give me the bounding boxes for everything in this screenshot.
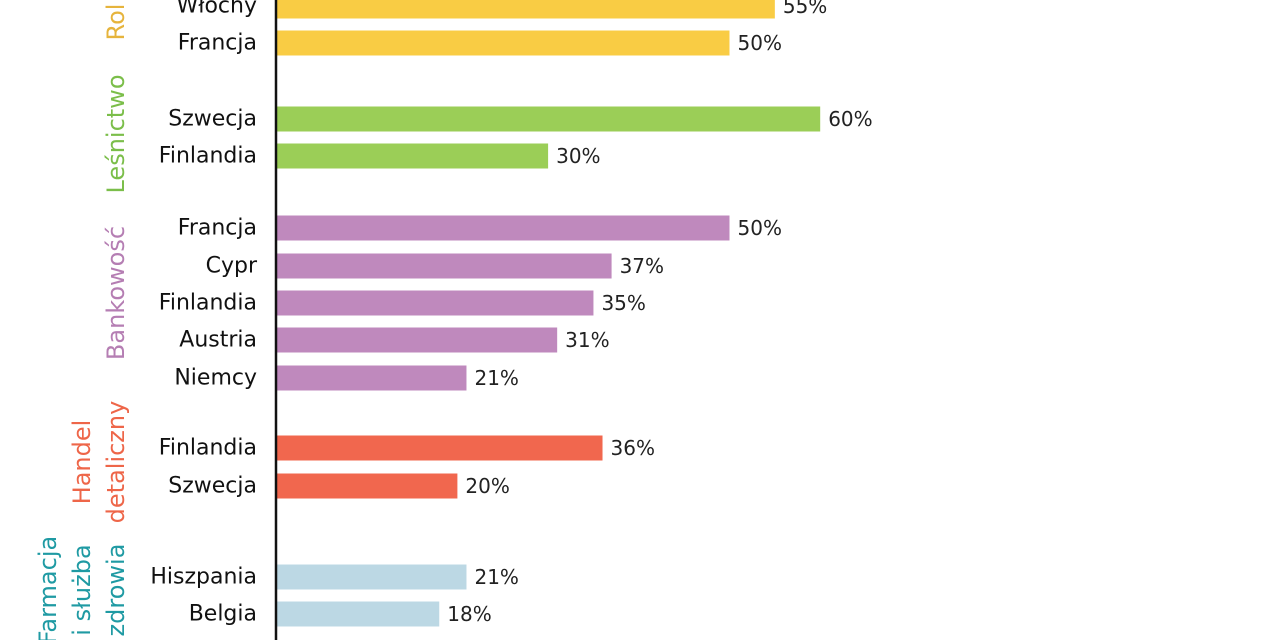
group-label: Farmacja [34, 536, 62, 640]
value-label: 30% [556, 144, 600, 168]
group-label: i służba [68, 544, 96, 635]
value-label: 36% [611, 436, 655, 460]
group-label: Rol [102, 4, 130, 41]
bar [276, 290, 594, 316]
group-labels: Rol Leśnictwo Bankowość Handel detaliczny Far… [34, 4, 130, 640]
bar [276, 0, 775, 19]
bar [276, 106, 821, 132]
value-label: 21% [474, 565, 518, 589]
category-label: Francja [178, 216, 257, 241]
value-label: 37% [620, 254, 664, 278]
value-label: 50% [738, 216, 782, 240]
category-label: Finlandia [159, 291, 257, 316]
category-label: Włochy [176, 0, 257, 19]
value-label: 31% [565, 328, 609, 352]
value-label: 50% [738, 31, 782, 55]
category-labels: Włochy Francja Szwecja Finlandia Francja Cypr… [150, 0, 258, 627]
group-label: Bankowość [102, 226, 130, 360]
bar [276, 253, 612, 279]
value-labels: 55%50%60%30%50%37%35%31%21%36%20%21%18% [447, 0, 872, 626]
bar [276, 601, 440, 627]
category-label: Francja [178, 31, 257, 56]
category-label: Finlandia [159, 436, 257, 461]
value-label: 55% [783, 0, 827, 18]
value-label: 20% [465, 474, 509, 498]
bar [276, 327, 558, 353]
category-label: Hiszpania [150, 565, 257, 590]
value-label: 35% [601, 291, 645, 315]
category-label: Austria [179, 328, 257, 353]
bar [276, 143, 549, 169]
value-label: 18% [447, 602, 491, 626]
category-label: Niemcy [174, 366, 257, 391]
group-label: detaliczny [102, 401, 130, 524]
category-label: Finlandia [159, 144, 257, 169]
value-label: 21% [474, 366, 518, 390]
group-label: Handel [68, 420, 96, 505]
bar [276, 473, 458, 499]
bar [276, 564, 467, 590]
value-label: 60% [828, 107, 872, 131]
group-label: zdrowia [102, 544, 130, 637]
category-label: Cypr [206, 254, 258, 279]
category-label: Szwecja [168, 474, 257, 499]
bars [276, 0, 821, 627]
group-label: Leśnictwo [102, 74, 130, 193]
bar [276, 30, 730, 56]
category-label: Szwecja [168, 107, 257, 132]
bar [276, 215, 730, 241]
bar [276, 435, 603, 461]
bar [276, 365, 467, 391]
category-label: Belgia [189, 602, 257, 627]
